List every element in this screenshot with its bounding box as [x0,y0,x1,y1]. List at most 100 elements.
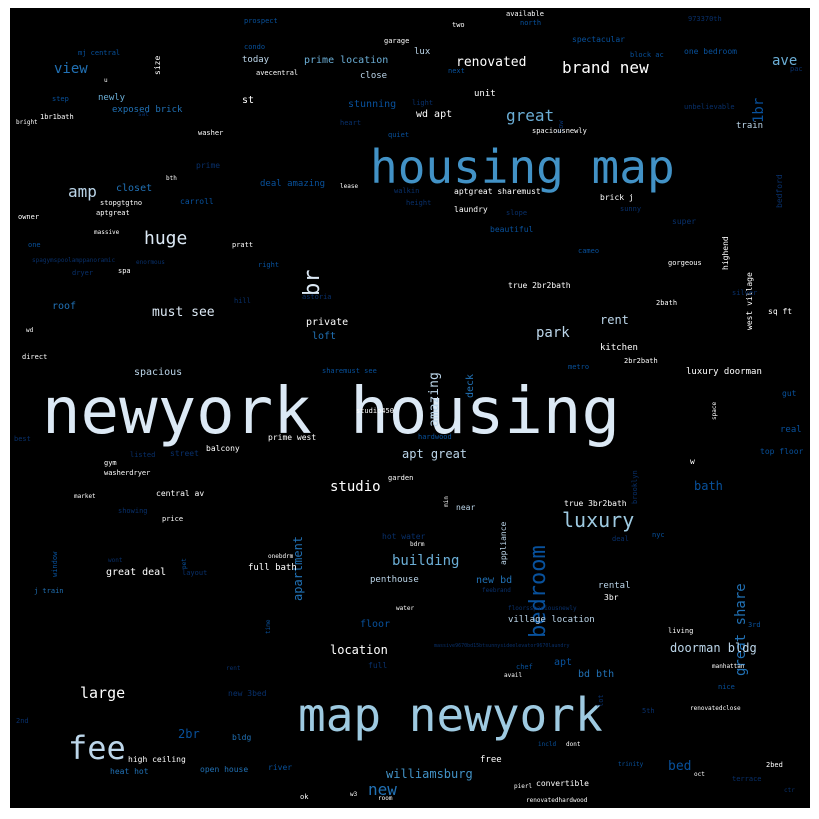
cloud-word: metro [568,363,590,371]
cloud-word: pac [790,65,803,73]
cloud-word: 3rd [748,621,761,629]
cloud-word: amazing [427,371,442,427]
cloud-word: size [153,55,162,76]
cloud-word: 2br2bath [624,357,658,365]
cloud-word: owner [18,213,40,221]
cloud-word: 2bed [766,761,783,769]
cloud-word: carroll [180,197,214,206]
cloud-word: newly [98,93,126,103]
cloud-word: private [306,317,349,328]
cloud-word: wd [26,327,34,334]
cloud-word: river [268,763,293,772]
cloud-word: 2bath [656,299,678,307]
cloud-word: walkin [394,187,420,195]
cloud-word: feebrand [482,587,511,594]
cloud-word: gym [104,459,117,467]
cloud-word: astoria [302,293,332,301]
cloud-word: brick j [600,193,634,202]
cloud-word: washer [198,129,224,137]
cloud-word: village location [508,615,595,625]
cloud-word: spa [118,267,131,275]
cloud-word: studio450 [356,407,394,415]
cloud-word: closet [116,183,153,194]
cloud-word: room [378,795,393,802]
cloud-word: spacious [134,367,183,378]
cloud-word: one bedroom [684,47,737,56]
cloud-word: hot water [382,532,426,541]
cloud-word: unit [474,89,496,99]
cloud-word: housing map [370,140,675,194]
cloud-word: j train [34,587,64,595]
cloud-word: apt [554,657,573,668]
cloud-word: kitchen [600,343,638,353]
cloud-word: cameo [578,247,600,255]
cloud-word: map newyork [298,688,603,742]
cloud-word: garage [384,37,410,45]
cloud-word: new 3bed [228,689,267,698]
cloud-word: condo [244,43,266,51]
cloud-word: rental [598,581,631,591]
cloud-word: wd apt [416,109,453,120]
cloud-word: market [74,493,96,500]
cloud-word: bath [694,479,723,493]
cloud-word: lot [597,693,605,707]
cloud-word: st [242,95,255,106]
cloud-word: rent [226,665,241,672]
cloud-word: ave [772,53,798,69]
cloud-word: heat hot [110,767,149,776]
cloud-word: hardwood [418,433,452,441]
cloud-word: studio [330,479,381,495]
cloud-word: 5th [642,707,655,715]
cloud-word: chef [516,663,533,671]
cloud-word: appliance [499,521,508,566]
cloud-word: great deal [106,567,167,578]
cloud-word: 1br [751,97,767,124]
cloud-word: highend [721,235,730,270]
cloud-word: park [536,325,570,341]
cloud-word: huge [144,228,188,249]
cloud-word: direct [22,353,48,361]
cloud-word: sharemust see [322,367,377,375]
cloud-word: water [396,605,415,612]
cloud-word: street [170,449,199,458]
cloud-word: williamsburg [386,767,473,781]
cloud-word: spectacular [572,35,625,44]
cloud-word: bedford [775,173,784,208]
cloud-word: garden [388,474,414,482]
cloud-word: step [52,95,69,103]
cloud-word: 973370th [688,15,722,23]
cloud-word: true 3br2bath [564,499,627,508]
cloud-word: renovatedhardwood [526,797,588,804]
cloud-word: fee [68,729,126,767]
cloud-word: space [711,401,718,420]
word-cloud: newyork housing housing map map newyork fee… [10,8,810,808]
cloud-word: spagymspoolamppanoramic [32,257,116,264]
cloud-word: open house [200,765,249,774]
cloud-word: bdrm [410,541,425,548]
cloud-word: central av [156,489,205,498]
cloud-word: 2nd [16,717,29,725]
cloud-word: north [520,19,542,27]
cloud-word: beautiful [490,225,534,234]
cloud-word: lease [340,183,359,190]
cloud-word: window [51,551,59,578]
cloud-word: two [452,21,465,29]
cloud-word: exposed brick [112,105,183,115]
cloud-word: u [104,77,108,84]
cloud-word: ctr [784,787,795,794]
cloud-word: wont [108,557,123,564]
cloud-word: location [330,643,388,657]
cloud-word: bldg [232,733,252,742]
cloud-word: hill [234,297,251,305]
cloud-word: 3br [604,593,619,602]
cloud-word: lux [414,47,431,57]
cloud-word: renovatedclose [690,705,741,712]
cloud-word: new [368,780,397,799]
cloud-word: floorsspaciousnewly [508,605,577,612]
cloud-word: large [80,684,126,702]
cloud-word: west village [745,271,754,330]
cloud-word: 1br1bath [40,113,74,121]
cloud-word: view [54,61,88,77]
cloud-word: dryer [72,269,94,277]
cloud-word: slope [506,209,528,217]
